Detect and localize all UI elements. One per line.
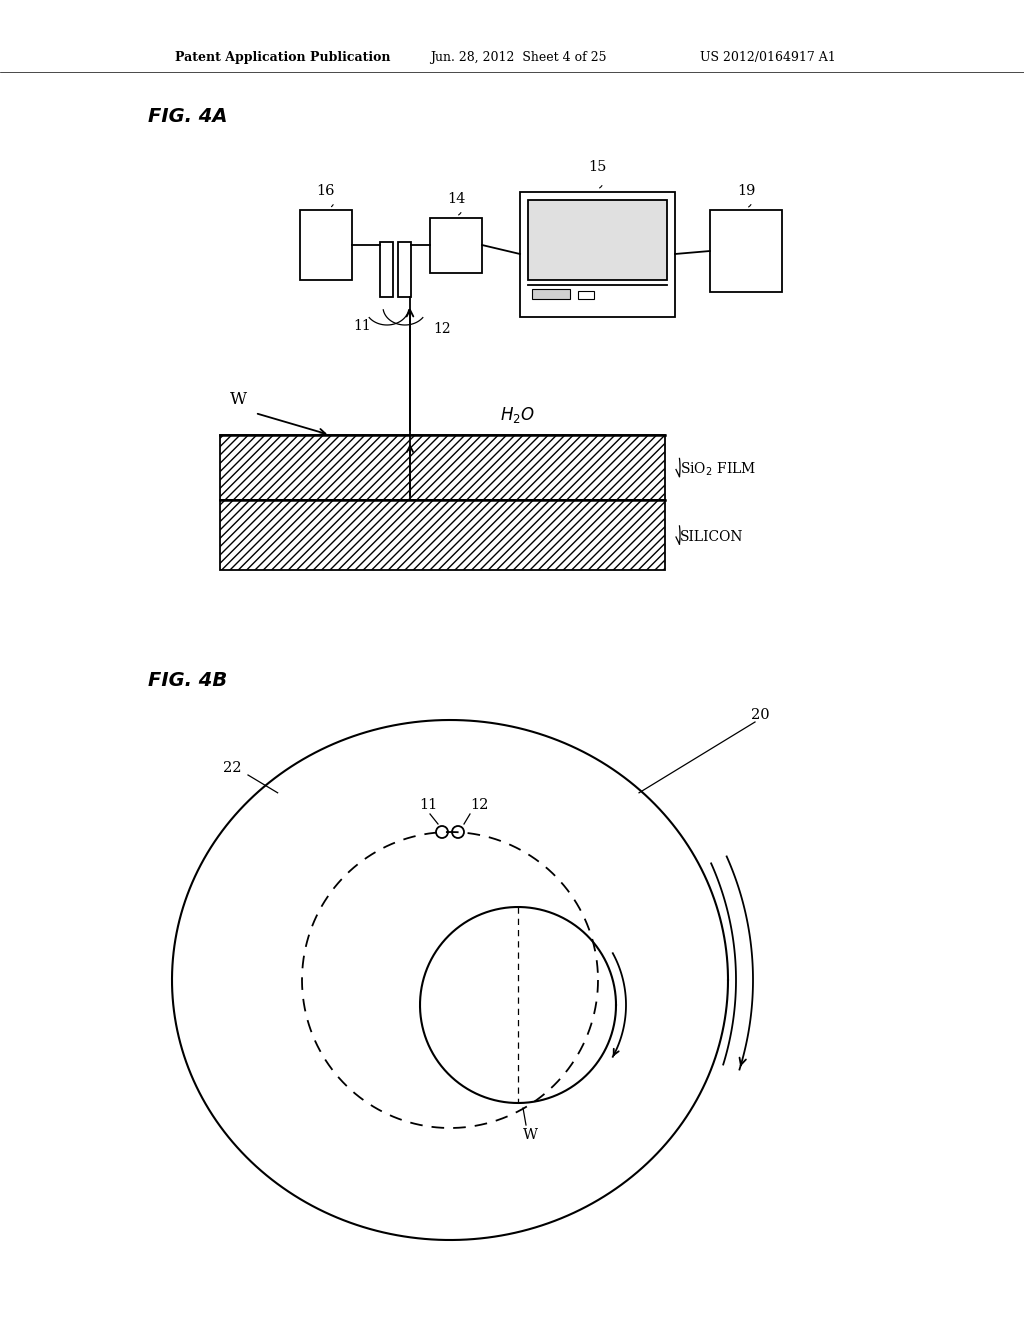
Bar	[528, 201, 667, 280]
Text: 16: 16	[316, 183, 335, 198]
Bar	[380, 242, 393, 297]
Bar	[300, 210, 352, 280]
Text: 14: 14	[446, 191, 465, 206]
Text: SILICON: SILICON	[680, 531, 743, 544]
Text: 12: 12	[433, 322, 451, 337]
Text: FIG. 4A: FIG. 4A	[148, 107, 227, 127]
Bar	[710, 210, 782, 292]
Text: Patent Application Publication: Patent Application Publication	[175, 50, 390, 63]
Bar	[220, 500, 665, 570]
Bar	[430, 218, 482, 273]
Text: 15: 15	[588, 160, 606, 174]
Text: 19: 19	[737, 183, 755, 198]
Text: Jun. 28, 2012  Sheet 4 of 25: Jun. 28, 2012 Sheet 4 of 25	[430, 50, 606, 63]
Text: 20: 20	[751, 708, 769, 722]
Text: W: W	[522, 1129, 538, 1142]
Text: FIG. 4B: FIG. 4B	[148, 671, 227, 689]
Bar	[398, 242, 411, 297]
Text: $H_2O$: $H_2O$	[500, 405, 535, 425]
Text: US 2012/0164917 A1: US 2012/0164917 A1	[700, 50, 836, 63]
Text: 12: 12	[470, 799, 488, 812]
Bar	[520, 191, 675, 317]
Bar	[220, 436, 665, 500]
Text: W: W	[229, 392, 247, 408]
Text: 11: 11	[419, 799, 437, 812]
Text: 22: 22	[223, 762, 242, 775]
Bar	[532, 289, 570, 300]
Text: SiO$_2$ FILM: SiO$_2$ FILM	[680, 461, 757, 478]
Bar	[578, 290, 594, 300]
Text: 11: 11	[353, 319, 371, 333]
